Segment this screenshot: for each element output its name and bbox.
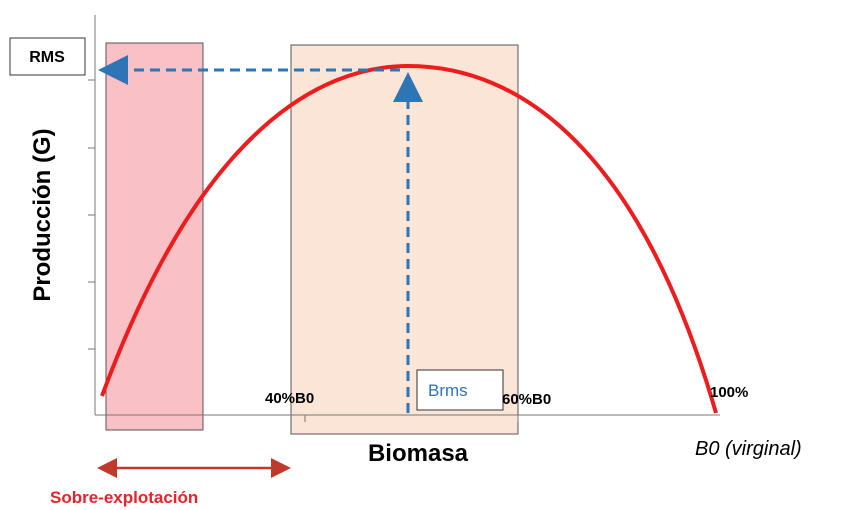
optimal-zone <box>290 44 519 435</box>
rms-box <box>9 37 86 76</box>
x-axis-end-label: B0 (virginal) <box>695 438 802 460</box>
rms-label: RMS <box>29 49 65 66</box>
brms-box <box>416 369 504 411</box>
x-axis-label: Biomasa <box>368 440 469 467</box>
axes <box>88 15 720 422</box>
marker-label: 40%B0 <box>265 390 314 407</box>
marker-label: 60%B0 <box>502 391 551 408</box>
zone-label: Sobre-explotación <box>50 488 198 507</box>
brms-label: Brms <box>428 381 468 400</box>
marker-label: 100% <box>710 384 748 401</box>
overexploitation-zone <box>105 42 204 431</box>
y-axis-label: Producción (G) <box>29 128 56 301</box>
production-curve <box>100 63 718 414</box>
